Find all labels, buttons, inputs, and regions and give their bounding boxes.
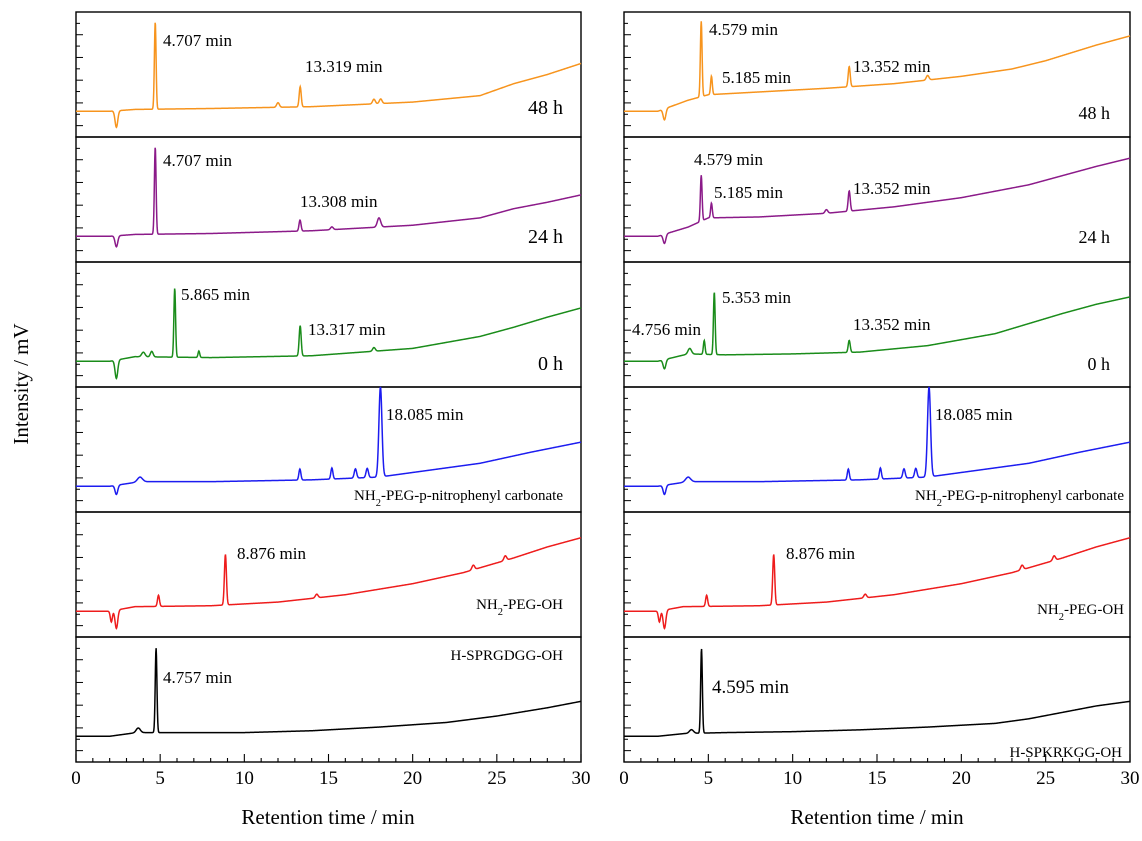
x-tick-label: 5 [155,768,165,789]
trace-name-label: NH2-PEG-OH [1037,602,1124,623]
trace-panel: 0 h 4.756 min 5.353 min 13.352 min [623,261,1131,388]
trace-panel: NH2-PEG-OH 8.876 min [75,511,582,638]
peak-label: 13.317 min [308,320,386,339]
peak-label: 13.352 min [853,57,931,76]
trace-name-label: 24 h [1079,227,1111,247]
x-tick-label: 30 [1121,768,1140,789]
chromatogram-trace [624,648,1131,738]
chromatogram-trace [624,21,1131,121]
x-axis: 0 5 10 15 20 25 30 [71,754,591,789]
chromatogram-trace [624,386,1131,496]
peak-label: 5.865 min [181,285,250,304]
trace-panel: 48 h 4.707 min 13.319 min [75,11,582,138]
trace-name-label: NH2-PEG-p-nitrophenyl carbonate [354,488,563,509]
peak-label: 18.085 min [935,405,1013,424]
trace-name-label: 48 h [528,97,563,119]
panel-frame [75,511,582,638]
x-tick-label: 25 [487,768,506,789]
trace-panel: H-SPKRKGG-OH 4.595 min [623,636,1131,763]
trace-name-label: NH2-PEG-OH [476,597,563,618]
chromatogram-trace [76,537,582,630]
panel-frame [623,511,1131,638]
x-tick-label: 10 [783,768,802,789]
chromatogram-trace [624,292,1131,370]
left-panel: 48 h 4.707 min 13.319 min 24 h 4.707 min 13.3… [71,11,591,789]
x-tick-label: 25 [1036,768,1055,789]
trace-name-label: 24 h [528,226,563,248]
peak-label: 4.579 min [694,150,763,169]
peak-label: 13.352 min [853,179,931,198]
peak-label: 13.308 min [300,192,378,211]
peak-label: 4.707 min [163,31,232,50]
peak-label: 13.352 min [853,315,931,334]
trace-name-label: 0 h [538,353,563,375]
x-tick-label: 0 [71,768,81,789]
x-tick-label: 5 [704,768,714,789]
chromatogram-trace [76,22,582,129]
peak-label: 18.085 min [386,405,464,424]
trace-panel: NH2-PEG-p-nitrophenyl carbonate 18.085 mi… [75,386,582,513]
chromatogram-trace [624,537,1131,630]
peak-label: 4.707 min [163,151,232,170]
x-tick-label: 0 [619,768,629,789]
peak-label: 5.185 min [722,68,791,87]
chromatogram-trace [76,648,582,738]
peak-label: 4.579 min [709,20,778,39]
peak-label: 5.185 min [714,183,783,202]
x-tick-label: 15 [319,768,338,789]
right-panel: 48 h 4.579 min 5.185 min 13.352 min 24 h 4.57… [619,11,1140,789]
chromatogram-trace [624,157,1131,245]
trace-name-label: H-SPRGDGG-OH [450,648,563,664]
chromatogram-trace [76,386,582,496]
peak-label: 4.595 min [712,677,790,698]
trace-name-label: 48 h [1079,103,1111,123]
left-x-axis-title: Retention time / min [241,805,415,829]
chromatogram-trace [76,288,582,380]
peak-label: 5.353 min [722,288,791,307]
y-axis-title: Intensity / mV [9,323,33,444]
trace-panel: NH2-PEG-p-nitrophenyl carbonate 18.085 mi… [623,386,1131,513]
right-x-axis-title: Retention time / min [790,805,964,829]
x-axis: 0 5 10 15 20 25 30 [619,754,1140,789]
peak-label: 4.757 min [163,668,232,687]
trace-name-label: NH2-PEG-p-nitrophenyl carbonate [915,488,1124,509]
x-tick-label: 10 [235,768,254,789]
trace-panel: NH2-PEG-OH 8.876 min [623,511,1131,638]
trace-panel: 0 h 5.865 min 13.317 min [75,261,582,388]
x-tick-label: 20 [952,768,971,789]
peak-label: 8.876 min [786,544,855,563]
trace-panel: H-SPRGDGG-OH 4.757 min [75,636,582,763]
x-tick-label: 30 [572,768,591,789]
trace-panel: 24 h 4.579 min 5.185 min 13.352 min [623,136,1131,263]
trace-panel: 48 h 4.579 min 5.185 min 13.352 min [623,11,1131,138]
x-tick-label: 15 [868,768,887,789]
peak-label: 4.756 min [632,320,701,339]
chromatogram-trace [76,147,582,248]
trace-name-label: 0 h [1088,354,1111,374]
peak-label: 13.319 min [305,57,383,76]
peak-label: 8.876 min [237,544,306,563]
trace-name-label: H-SPKRKGG-OH [1009,745,1122,761]
trace-panel: 24 h 4.707 min 13.308 min [75,136,582,263]
x-tick-label: 20 [403,768,422,789]
